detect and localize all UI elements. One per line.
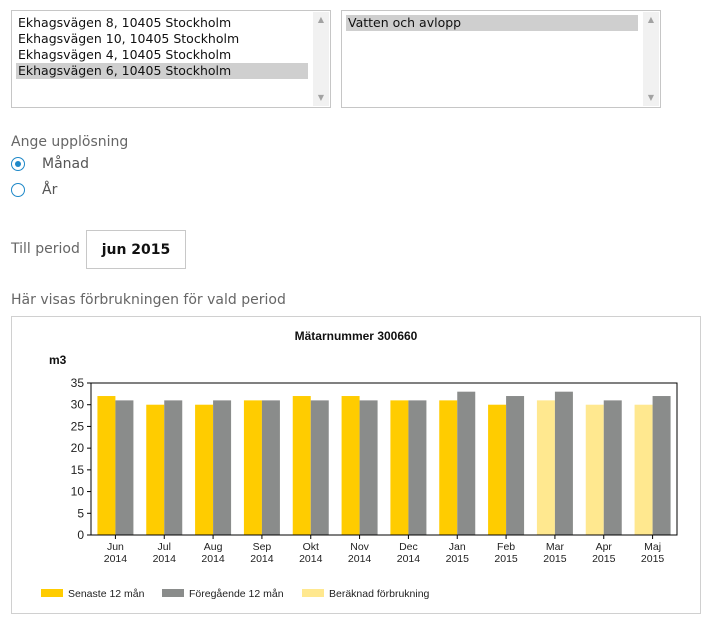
x-tick-label-month: Nov (350, 541, 369, 553)
bar-previous (554, 391, 573, 535)
scroll-up-icon[interactable]: ▲ (647, 15, 655, 24)
y-axis-label: m3 (49, 353, 67, 367)
bar-current (488, 404, 507, 535)
address-scrollbar[interactable]: ▲ ▼ (313, 12, 329, 106)
y-tick-label: 20 (71, 441, 85, 455)
radio-month-label[interactable]: Månad (42, 156, 89, 172)
radio-month[interactable]: Månad (11, 154, 89, 174)
bar-previous (652, 396, 671, 535)
radio-month-button[interactable] (11, 157, 25, 171)
x-tick-label-month: Dec (399, 541, 418, 553)
x-tick-label-month: Jul (158, 541, 171, 553)
consumption-chart: m305101520253035Jun2014Jul2014Aug2014Sep… (41, 353, 678, 600)
bar-current (243, 400, 262, 535)
bar-previous (261, 400, 280, 535)
address-listbox[interactable]: Ekhagsvägen 8, 10405 Stockholm Ekhagsväge… (11, 10, 331, 108)
bar-previous (457, 391, 476, 535)
x-tick-label-year: 2014 (201, 553, 225, 565)
bar-previous (213, 400, 232, 535)
radio-year-label[interactable]: År (42, 182, 58, 198)
x-tick-label-month: Okt (303, 541, 319, 553)
bar-estimated (634, 404, 653, 535)
x-tick-label-month: Feb (497, 541, 515, 553)
bar-current (146, 404, 165, 535)
address-list-item[interactable]: Ekhagsvägen 6, 10405 Stockholm (16, 63, 308, 79)
x-tick-label-year: 2015 (543, 553, 567, 565)
y-tick-label: 35 (71, 376, 85, 390)
period-label: Till period (11, 241, 80, 257)
x-tick-label-month: Sep (253, 541, 272, 553)
legend-swatch (41, 589, 63, 597)
bar-current (390, 400, 409, 535)
scroll-down-icon[interactable]: ▼ (317, 93, 325, 102)
y-tick-label: 25 (71, 419, 85, 433)
bar-previous (115, 400, 134, 535)
service-list-item[interactable]: Vatten och avlopp (346, 15, 638, 31)
scroll-up-icon[interactable]: ▲ (317, 15, 325, 24)
bar-previous (506, 396, 525, 535)
service-scrollbar[interactable]: ▲ ▼ (643, 12, 659, 106)
x-tick-label-year: 2015 (494, 553, 518, 565)
bar-previous (310, 400, 329, 535)
y-tick-label: 5 (77, 506, 84, 520)
x-tick-label-year: 2015 (592, 553, 616, 565)
x-tick-label-year: 2014 (397, 553, 421, 565)
legend-label: Beräknad förbrukning (329, 588, 430, 600)
address-list-items: Ekhagsvägen 8, 10405 Stockholm Ekhagsväge… (16, 15, 308, 79)
address-list-item[interactable]: Ekhagsvägen 8, 10405 Stockholm (18, 15, 232, 30)
legend-swatch (162, 589, 184, 597)
plot-frame (90, 382, 678, 536)
bar-previous (359, 400, 378, 535)
address-list-item[interactable]: Ekhagsvägen 4, 10405 Stockholm (18, 47, 232, 62)
x-tick-label-year: 2014 (250, 553, 274, 565)
x-tick-label-month: Aug (204, 541, 223, 553)
bar-current (439, 400, 458, 535)
x-tick-label-year: 2014 (299, 553, 323, 565)
chart-title: Mätarnummer 300660 (294, 329, 418, 343)
bar-current (97, 396, 116, 535)
period-selector[interactable]: jun 2015 (86, 230, 186, 269)
legend-label: Senaste 12 mån (68, 588, 145, 600)
x-tick-label-month: Jun (107, 541, 124, 553)
bar-current (341, 396, 360, 535)
radio-year-button[interactable] (11, 183, 25, 197)
service-list-items: Vatten och avlopp (346, 15, 638, 31)
bar-previous (603, 400, 622, 535)
bar-current (292, 396, 311, 535)
x-tick-label-year: 2014 (348, 553, 372, 565)
x-tick-label-year: 2014 (153, 553, 177, 565)
bar-current (195, 404, 214, 535)
consumption-heading: Här visas förbrukningen för vald period (11, 292, 286, 308)
address-list-item[interactable]: Ekhagsvägen 10, 10405 Stockholm (18, 31, 240, 46)
x-tick-label-month: Apr (596, 541, 613, 553)
x-tick-label-year: 2015 (641, 553, 665, 565)
scroll-down-icon[interactable]: ▼ (647, 93, 655, 102)
x-tick-label-year: 2015 (446, 553, 470, 565)
radio-year[interactable]: År (11, 180, 57, 200)
service-listbox[interactable]: Vatten och avlopp ▲ ▼ (341, 10, 661, 108)
y-tick-label: 10 (71, 485, 85, 499)
bar-previous (408, 400, 427, 535)
bar-estimated (536, 400, 555, 535)
y-tick-label: 15 (71, 463, 85, 477)
x-tick-label-year: 2014 (104, 553, 128, 565)
resolution-label: Ange upplösning (11, 134, 129, 150)
y-tick-label: 0 (77, 528, 84, 542)
x-tick-label-month: Mar (546, 541, 565, 553)
legend-swatch (302, 589, 324, 597)
x-tick-label-month: Maj (644, 541, 661, 553)
y-tick-label: 30 (71, 398, 85, 412)
legend-label: Föregående 12 mån (189, 588, 284, 600)
bar-estimated (585, 404, 604, 535)
x-tick-label-month: Jan (449, 541, 466, 553)
bar-previous (164, 400, 183, 535)
chart-panel: Mätarnummer 300660 m3 0 5 10 15 20 25 30 35 Jun 20… (11, 316, 701, 614)
